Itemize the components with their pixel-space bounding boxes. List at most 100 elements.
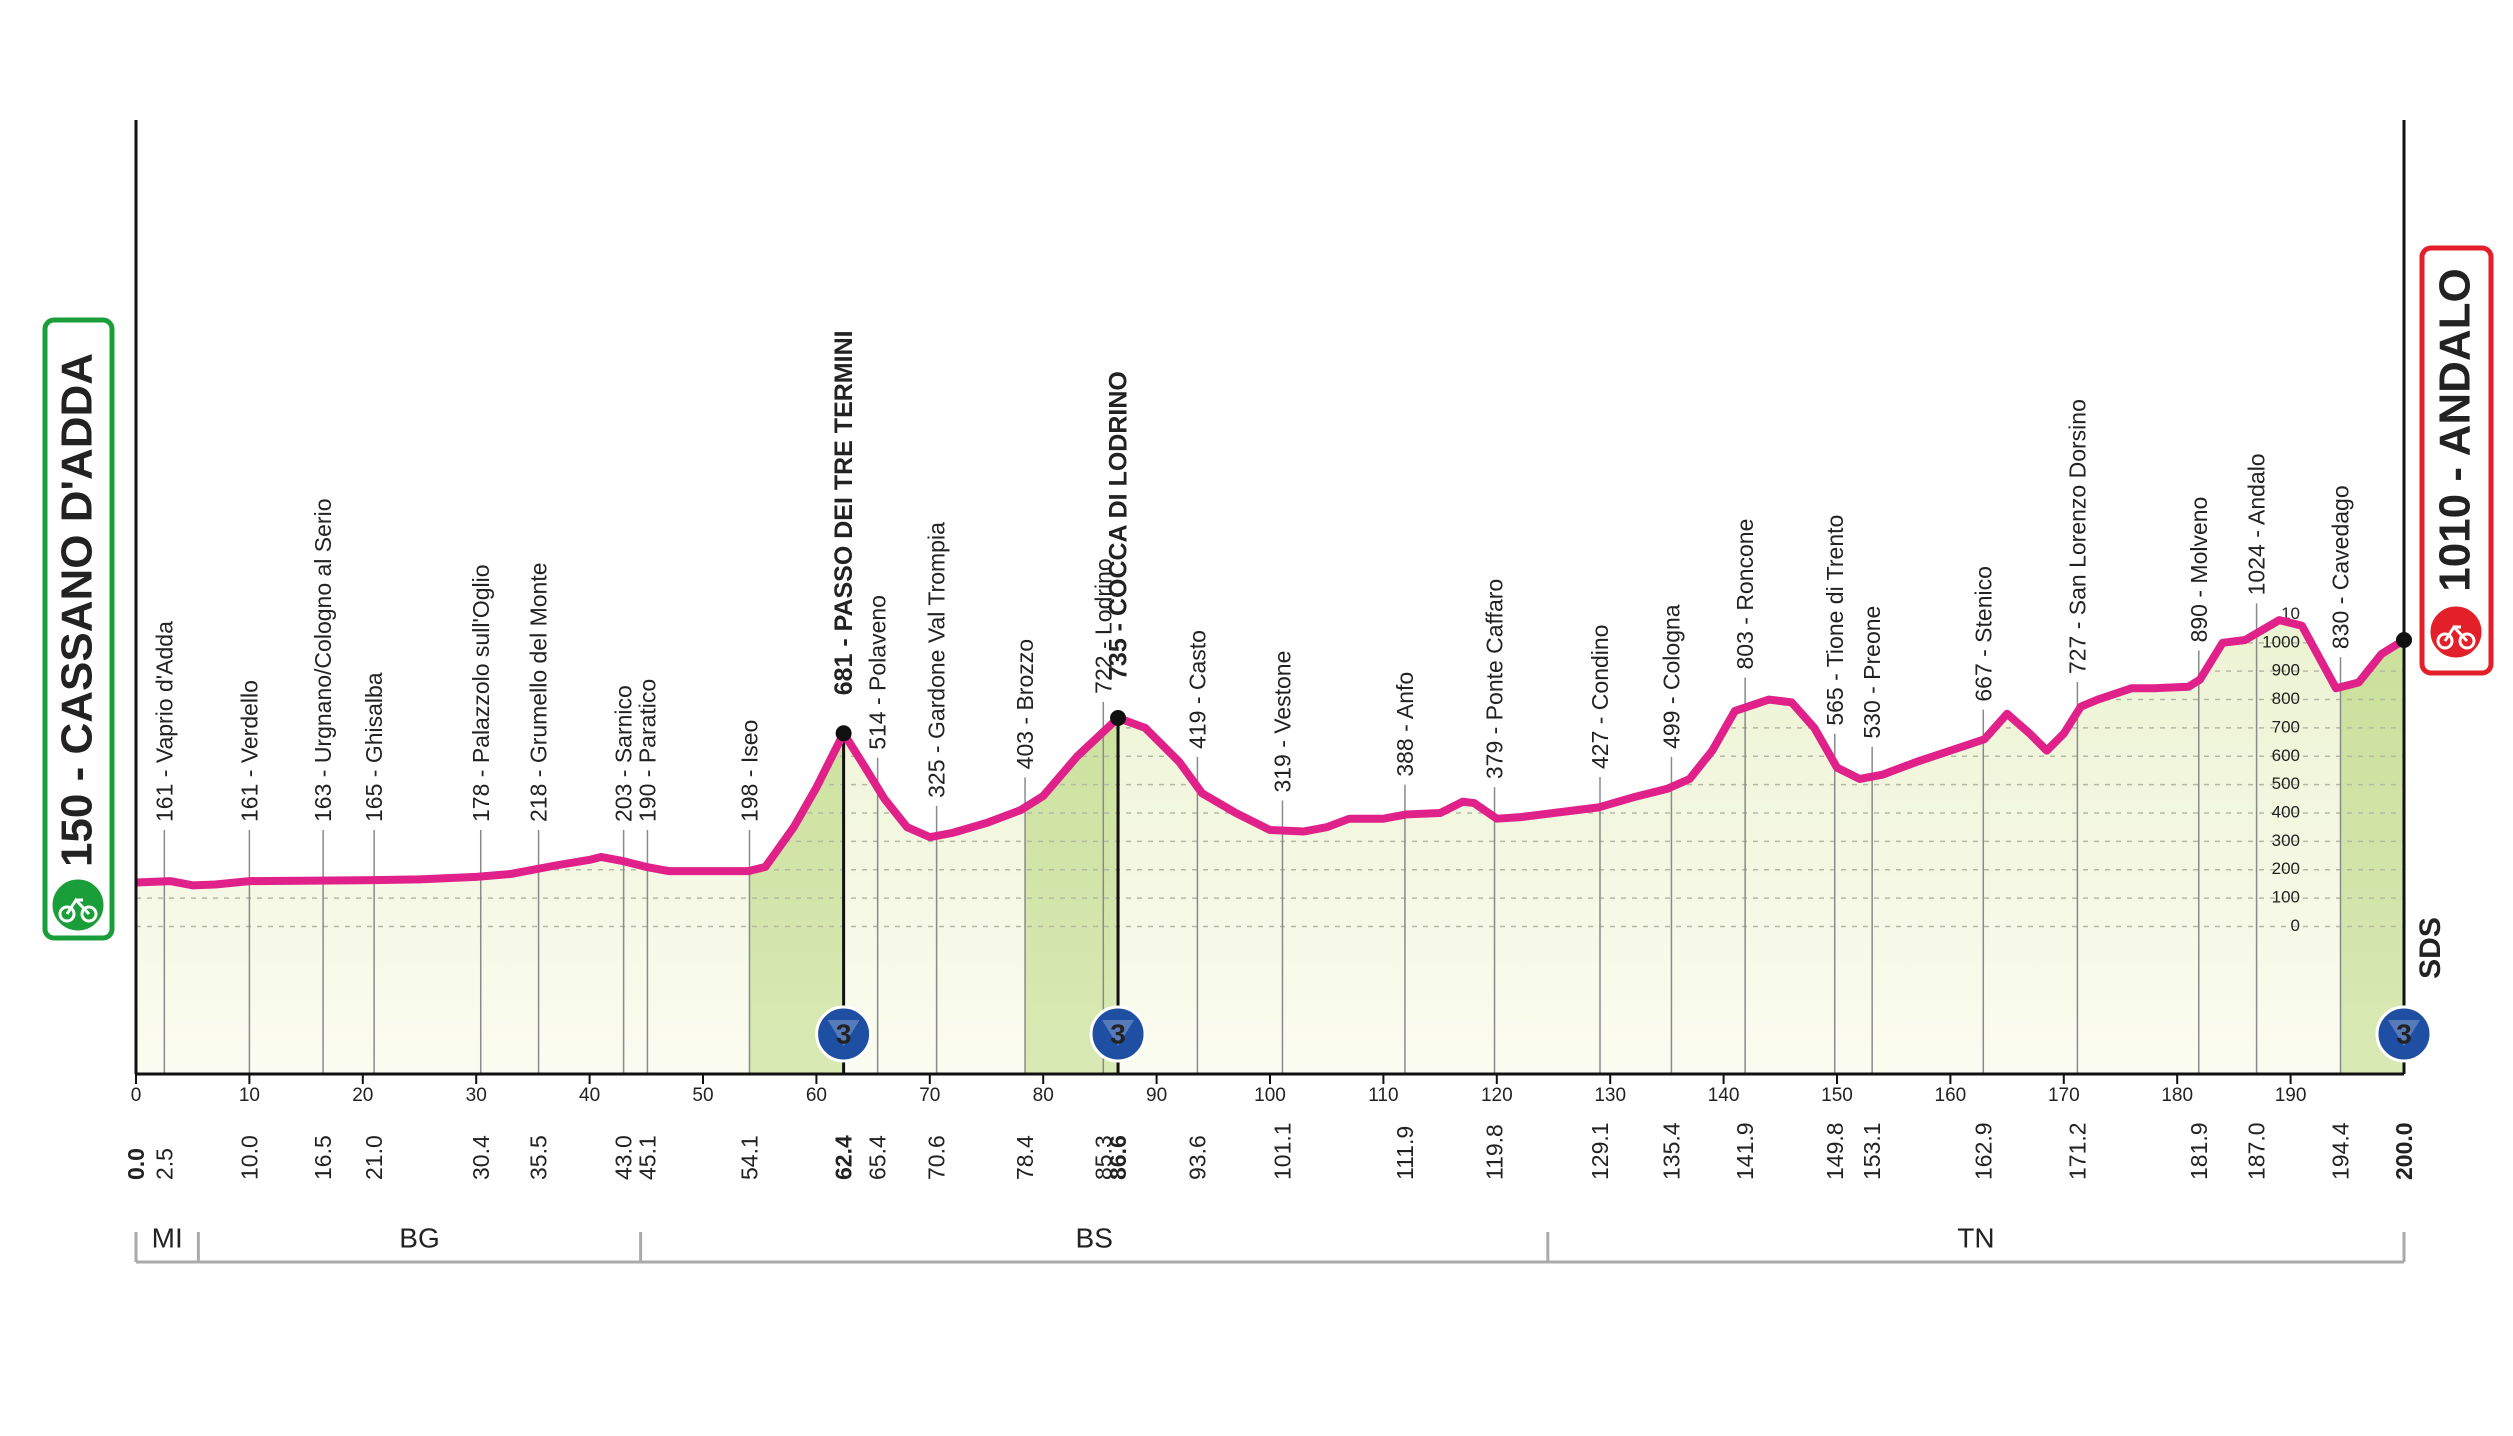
km-label: 30.4 (468, 1135, 494, 1180)
x-tick-label: 120 (1481, 1085, 1513, 1106)
y-tick-label: 400 (2272, 803, 2300, 822)
x-tick-label: 100 (1254, 1085, 1286, 1106)
y-tick-label: 300 (2272, 831, 2300, 850)
waypoint-label: 163 - Urgnano/Cologno al Serio (310, 499, 336, 822)
y-tick-label: 600 (2272, 746, 2300, 765)
x-tick-label: 90 (1146, 1085, 1167, 1106)
start-label: 150 - CASSANO D'ADDA (53, 353, 102, 867)
km-label: 129.1 (1587, 1122, 1613, 1180)
x-tick-label: 130 (1594, 1085, 1626, 1106)
km-label: 93.6 (1185, 1135, 1211, 1180)
profile-line (135, 616, 2407, 890)
waypoint-label: 178 - Palazzolo sull'Oglio (468, 564, 494, 822)
x-tick-label: 50 (692, 1085, 713, 1106)
waypoint-label: 499 - Cologna (1659, 604, 1685, 749)
waypoint-label: 681 - PASSO DEI TRE TERMINI (830, 330, 858, 695)
kom-category: 3 (836, 1018, 852, 1049)
waypoint-label: 388 - Anfo (1392, 672, 1418, 777)
waypoint-label: 325 - Gardone Val Trompia (924, 522, 950, 798)
start-box (42, 317, 115, 941)
kom-category: 3 (2396, 1018, 2412, 1049)
x-tick-label: 150 (1821, 1085, 1853, 1106)
km-label: 16.5 (310, 1135, 336, 1180)
bike-icon (2436, 624, 2476, 650)
province-label: BG (399, 1222, 439, 1253)
x-tick-label: 0 (131, 1085, 142, 1106)
x-tick-label: 190 (2275, 1085, 2307, 1106)
province-label: MI (152, 1222, 183, 1253)
km-label: 78.4 (1012, 1135, 1038, 1180)
waypoint-label: 198 - Iseo (737, 720, 763, 822)
waypoint-label: 727 - San Lorenzo Dorsino (2064, 399, 2090, 674)
kom-category: 3 (1110, 1018, 1126, 1049)
province-label: BS (1076, 1222, 1113, 1253)
km-label: 135.4 (1659, 1122, 1685, 1180)
waypoint-label: 403 - Brozzo (1012, 639, 1038, 769)
km-label: 153.1 (1859, 1122, 1885, 1180)
start-icon (49, 876, 107, 934)
waypoint-label: 803 - Roncone (1732, 519, 1758, 670)
km-label: 111.9 (1392, 1126, 1418, 1180)
x-tick-label: 40 (579, 1085, 600, 1106)
waypoint-label: 890 - Molveno (2186, 497, 2212, 643)
waypoint-label: 667 - Stenico (1970, 566, 1996, 702)
waypoint-label: 379 - Ponte Caffaro (1482, 579, 1508, 779)
waypoint-label: 319 - Vestone (1270, 651, 1296, 793)
y-tick-label: 1000 (2262, 632, 2300, 651)
waypoint-label: 1024 - Andalo (2244, 453, 2270, 595)
waypoint-label: 190 - Paratico (635, 679, 661, 822)
y-tick-label: 0 (2291, 916, 2300, 935)
waypoint-label: 830 - Cavedago (2328, 485, 2354, 649)
km-label: 62.4 (831, 1135, 857, 1180)
finish-icon (2427, 603, 2485, 661)
km-label: 101.1 (1270, 1122, 1296, 1180)
x-tick-label: 140 (1708, 1085, 1740, 1106)
waypoint-label: 161 - Vaprio d'Adda (151, 621, 177, 822)
finish-label: 1010 - ANDALO (2431, 268, 2480, 592)
x-tick-label: 80 (1033, 1085, 1054, 1106)
km-label: 65.4 (865, 1135, 891, 1180)
km-label: 141.9 (1732, 1122, 1758, 1180)
waypoint-label: 161 - Verdello (236, 680, 262, 822)
y-tick-label: 700 (2272, 717, 2300, 736)
km-label: 0.0 (123, 1148, 149, 1180)
km-label: 85.3 (1090, 1135, 1116, 1180)
waypoint-label: 427 - Condino (1587, 625, 1613, 770)
km-label: 149.8 (1822, 1122, 1848, 1180)
x-tick-label: 110 (1368, 1085, 1398, 1106)
finish-box (2419, 245, 2494, 676)
kom-arrow (2388, 1020, 2420, 1046)
province-label: TN (1957, 1222, 1994, 1253)
waypoint-label: 722 - Lodrino (1090, 558, 1116, 694)
waypoint-label: 419 - Casto (1185, 630, 1211, 749)
kom-arrow (1102, 1020, 1135, 1046)
x-tick-label: 170 (2048, 1085, 2080, 1106)
y-tick-label: 500 (2272, 774, 2300, 793)
y-tick-label: 100 (2272, 888, 2300, 907)
km-label: 54.1 (737, 1135, 763, 1180)
x-tick-label: 60 (806, 1085, 827, 1106)
km-label: 2.5 (151, 1148, 177, 1180)
waypoint-label: 565 - Tione di Trento (1822, 515, 1848, 726)
waypoint-label: 203 - Sarnico (611, 685, 637, 822)
x-tick-label: 160 (1935, 1085, 1967, 1106)
sds-label: SDS (2414, 917, 2447, 979)
km-label: 162.9 (1970, 1122, 1996, 1180)
x-tick-label: 30 (466, 1085, 487, 1106)
km-label: 181.9 (2186, 1122, 2212, 1180)
km-label: 86.6 (1105, 1135, 1131, 1180)
kom-badge (2375, 1005, 2433, 1063)
climb-shade (2340, 620, 2404, 1074)
kom-arrow (827, 1020, 860, 1046)
km-label: 45.1 (635, 1135, 661, 1180)
kom-badge (1089, 1005, 1147, 1063)
waypoint-label: 735 - COCCA DI LODRINO (1105, 371, 1133, 680)
y-tick-label: 200 (2272, 859, 2300, 878)
x-tick-label: 10 (239, 1085, 260, 1106)
km-label: 187.0 (2244, 1122, 2270, 1180)
x-tick-label: 180 (2161, 1085, 2193, 1106)
km-label: 70.6 (924, 1135, 950, 1180)
x-tick-label: 20 (352, 1085, 373, 1106)
